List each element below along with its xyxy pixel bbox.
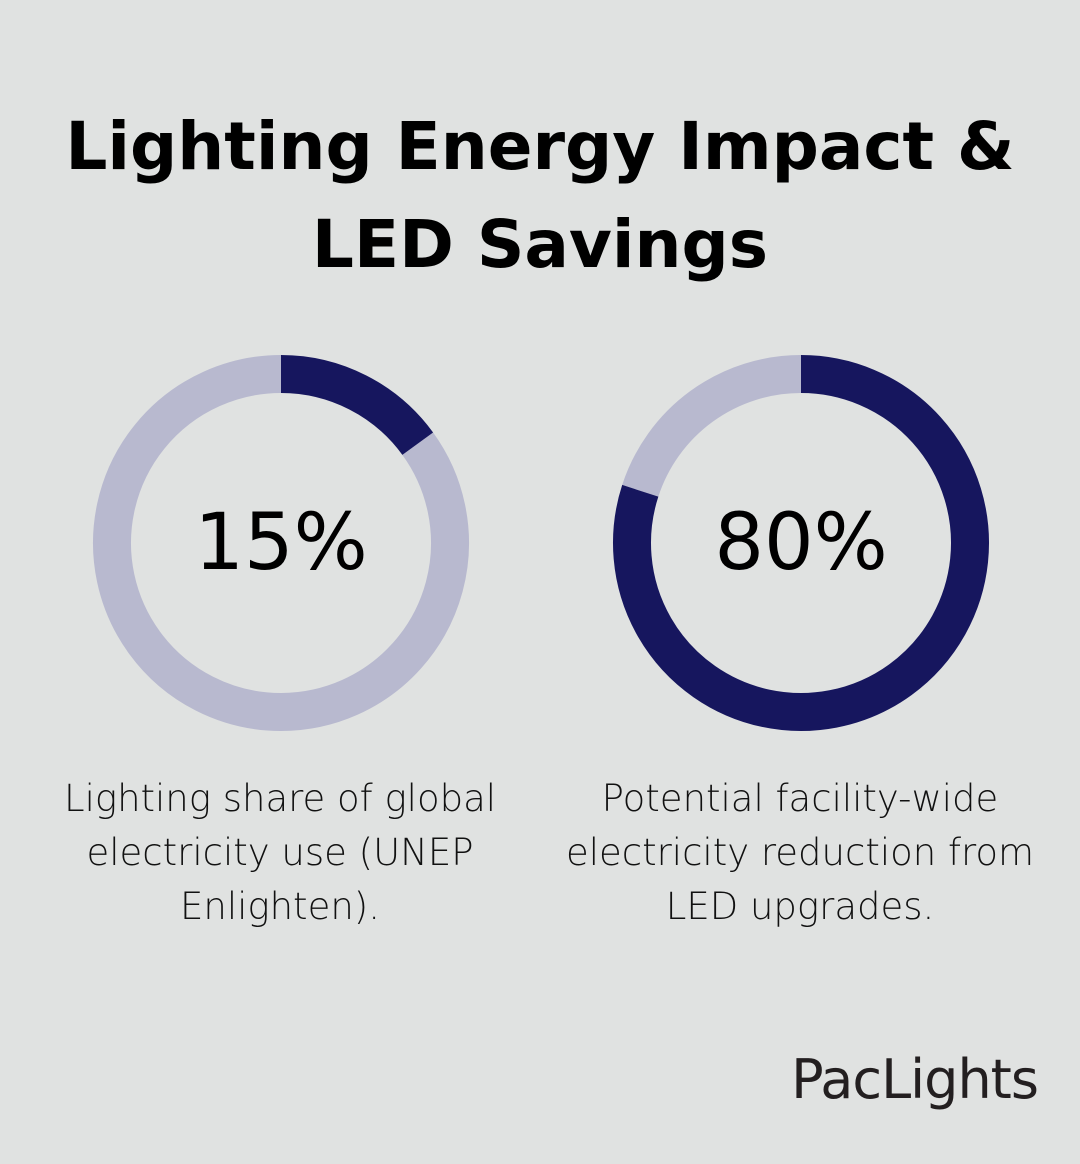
donut-value-arc (280, 355, 434, 456)
donut-remainder-arc (622, 355, 802, 498)
donut-svg (613, 355, 989, 731)
donut-svg (93, 355, 469, 731)
donut-remainder-arc (93, 355, 469, 731)
page-title: Lighting Energy Impact & LED Savings (65, 108, 1015, 283)
paclights-logo: PacLights (791, 1048, 1039, 1111)
donut-value-label: 15% (194, 498, 368, 588)
donut-value-arc (613, 355, 989, 731)
donut-chart-lighting-share: 15% (91, 355, 471, 735)
donut-chart-led-savings: 80% (611, 355, 991, 735)
caption-lighting-share: Lighting share of global electricity use… (63, 777, 497, 928)
caption-led-savings: Potential facility-wide electricity redu… (565, 777, 1035, 928)
donut-value-label: 80% (714, 498, 888, 588)
